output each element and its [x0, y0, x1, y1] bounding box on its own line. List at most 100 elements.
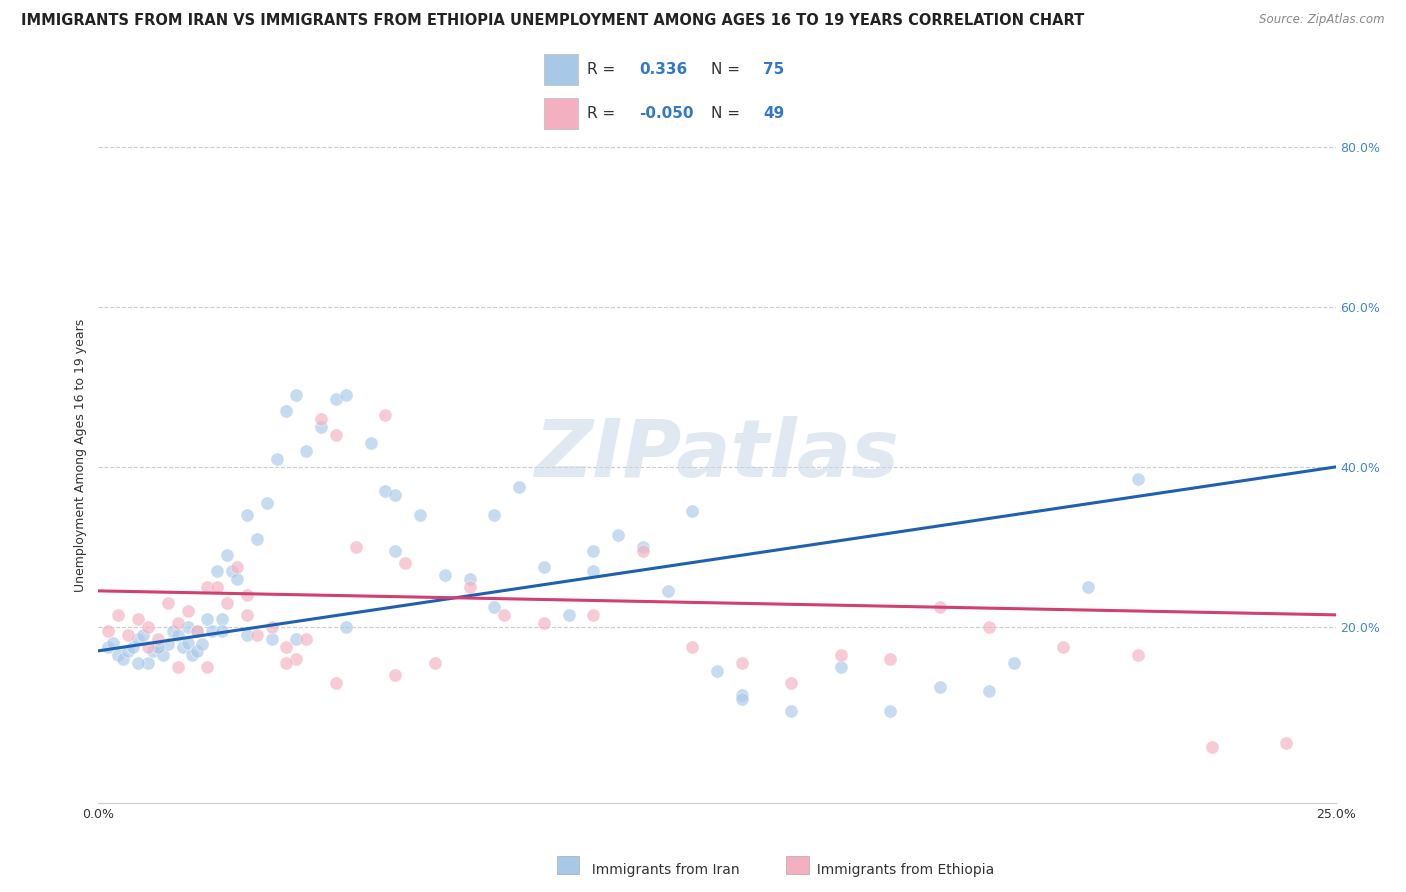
Point [731, 688, 754, 702]
Text: -0.050: -0.050 [640, 106, 695, 121]
Point [146, 640, 169, 654]
Point [533, 615, 555, 630]
Point [879, 704, 901, 718]
Point [117, 628, 139, 642]
Point [681, 640, 703, 654]
Point [582, 607, 605, 622]
Point [360, 436, 382, 450]
Point [127, 656, 149, 670]
Point [433, 567, 456, 582]
Point [285, 652, 308, 666]
Point [136, 656, 159, 670]
Point [295, 444, 318, 458]
Point [181, 648, 204, 662]
Point [156, 637, 179, 651]
Point [285, 632, 308, 646]
Point [384, 668, 406, 682]
Point [374, 408, 396, 422]
Point [731, 656, 754, 670]
Point [211, 612, 233, 626]
Point [979, 683, 1001, 698]
Point [384, 544, 406, 558]
Point [374, 483, 396, 498]
Point [1126, 648, 1149, 662]
Point [928, 680, 950, 694]
Point [979, 620, 1001, 634]
Point [1002, 656, 1025, 670]
Text: Immigrants from Iran: Immigrants from Iran [583, 863, 740, 877]
Point [830, 660, 852, 674]
Point [657, 583, 679, 598]
Point [607, 528, 630, 542]
Point [152, 648, 174, 662]
Point [266, 451, 288, 466]
Point [631, 544, 654, 558]
Point [484, 599, 506, 614]
Point [1052, 640, 1074, 654]
Point [508, 480, 530, 494]
Point [142, 644, 165, 658]
Point [186, 624, 208, 638]
Point [107, 648, 129, 662]
Point [344, 540, 367, 554]
Point [156, 596, 179, 610]
Point [205, 580, 228, 594]
Point [191, 637, 214, 651]
Point [533, 560, 555, 574]
Point [260, 632, 283, 646]
Point [325, 676, 347, 690]
Point [172, 640, 194, 654]
Point [1077, 580, 1099, 594]
Point [706, 664, 728, 678]
Point [830, 648, 852, 662]
Point [236, 628, 259, 642]
Point [103, 636, 125, 650]
Point [285, 388, 308, 402]
Text: N =: N = [710, 106, 744, 121]
Point [226, 572, 249, 586]
Point [484, 508, 506, 522]
Point [423, 656, 446, 670]
Text: R =: R = [586, 62, 620, 77]
Point [146, 640, 169, 654]
Point [107, 607, 129, 622]
Text: R =: R = [586, 106, 620, 121]
Point [631, 540, 654, 554]
Bar [544, 54, 578, 85]
Point [309, 420, 332, 434]
Point [731, 691, 754, 706]
Point [176, 636, 198, 650]
Point [132, 628, 155, 642]
Point [1126, 472, 1149, 486]
Point [186, 624, 208, 638]
Point [221, 564, 243, 578]
Point [195, 580, 218, 594]
Text: ZIPatlas: ZIPatlas [534, 416, 900, 494]
Point [557, 607, 579, 622]
Point [256, 496, 278, 510]
Point [260, 620, 283, 634]
Text: 75: 75 [763, 62, 785, 77]
Point [879, 652, 901, 666]
Point [166, 660, 188, 674]
Point [201, 624, 224, 638]
Point [205, 564, 228, 578]
Text: 49: 49 [763, 106, 785, 121]
Point [236, 607, 259, 622]
Point [384, 488, 406, 502]
Point [127, 612, 149, 626]
Point [780, 676, 803, 690]
Point [186, 644, 208, 658]
Text: N =: N = [710, 62, 744, 77]
Point [335, 388, 357, 402]
Point [335, 620, 357, 634]
Point [309, 412, 332, 426]
Text: Source: ZipAtlas.com: Source: ZipAtlas.com [1260, 13, 1385, 27]
Text: 0.336: 0.336 [640, 62, 688, 77]
Text: Immigrants from Ethiopia: Immigrants from Ethiopia [808, 863, 994, 877]
Point [325, 392, 347, 406]
Point [195, 660, 218, 674]
Point [1275, 736, 1298, 750]
Point [276, 640, 298, 654]
Point [582, 544, 605, 558]
